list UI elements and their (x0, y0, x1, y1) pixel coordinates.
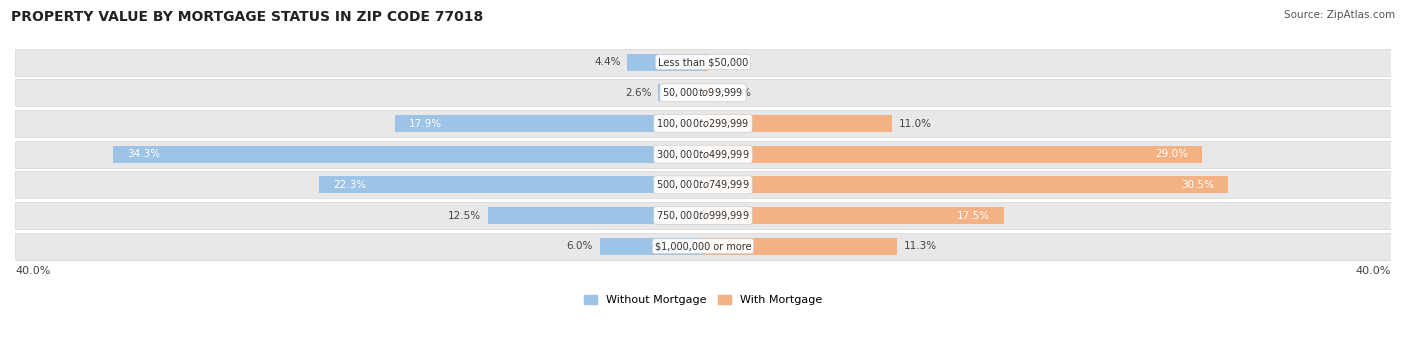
Bar (600, 238, 703, 255)
Bar (703, 207, 1004, 224)
Text: $50,000 to $99,999: $50,000 to $99,999 (662, 86, 744, 99)
Bar (703, 176, 1227, 193)
Text: $750,000 to $999,999: $750,000 to $999,999 (657, 209, 749, 222)
Text: 6.0%: 6.0% (567, 241, 593, 251)
Text: $1,000,000 or more: $1,000,000 or more (655, 241, 751, 251)
Text: $300,000 to $499,999: $300,000 to $499,999 (657, 148, 749, 161)
Text: 22.3%: 22.3% (333, 180, 367, 190)
Text: 17.5%: 17.5% (957, 210, 990, 221)
Text: 2.6%: 2.6% (624, 88, 651, 98)
Bar (319, 176, 703, 193)
Bar (703, 115, 893, 132)
Text: $100,000 to $299,999: $100,000 to $299,999 (657, 117, 749, 130)
Text: 11.3%: 11.3% (904, 241, 938, 251)
Text: 12.5%: 12.5% (449, 210, 481, 221)
Bar (112, 146, 703, 163)
Bar (15, 110, 1391, 137)
Text: 0.31%: 0.31% (716, 57, 748, 67)
Bar (627, 54, 703, 71)
Text: 30.5%: 30.5% (1181, 180, 1213, 190)
Text: 0.47%: 0.47% (718, 88, 751, 98)
Bar (15, 79, 1391, 106)
Bar (703, 146, 1202, 163)
Bar (658, 84, 703, 101)
Text: 40.0%: 40.0% (15, 266, 51, 276)
Text: 40.0%: 40.0% (1355, 266, 1391, 276)
Bar (15, 49, 1391, 75)
Legend: Without Mortgage, With Mortgage: Without Mortgage, With Mortgage (579, 291, 827, 310)
Bar (703, 54, 709, 71)
Bar (15, 233, 1391, 260)
Text: 29.0%: 29.0% (1156, 149, 1188, 159)
Bar (15, 141, 1391, 168)
Bar (15, 202, 1391, 229)
Bar (488, 207, 703, 224)
Bar (703, 238, 897, 255)
Text: 17.9%: 17.9% (409, 119, 441, 129)
Text: $500,000 to $749,999: $500,000 to $749,999 (657, 178, 749, 191)
Text: 34.3%: 34.3% (127, 149, 160, 159)
Text: Source: ZipAtlas.com: Source: ZipAtlas.com (1284, 10, 1395, 20)
Text: 11.0%: 11.0% (898, 119, 932, 129)
Bar (395, 115, 703, 132)
Bar (15, 171, 1391, 198)
Bar (703, 84, 711, 101)
Text: Less than $50,000: Less than $50,000 (658, 57, 748, 67)
Text: 4.4%: 4.4% (593, 57, 620, 67)
Text: PROPERTY VALUE BY MORTGAGE STATUS IN ZIP CODE 77018: PROPERTY VALUE BY MORTGAGE STATUS IN ZIP… (11, 10, 484, 24)
